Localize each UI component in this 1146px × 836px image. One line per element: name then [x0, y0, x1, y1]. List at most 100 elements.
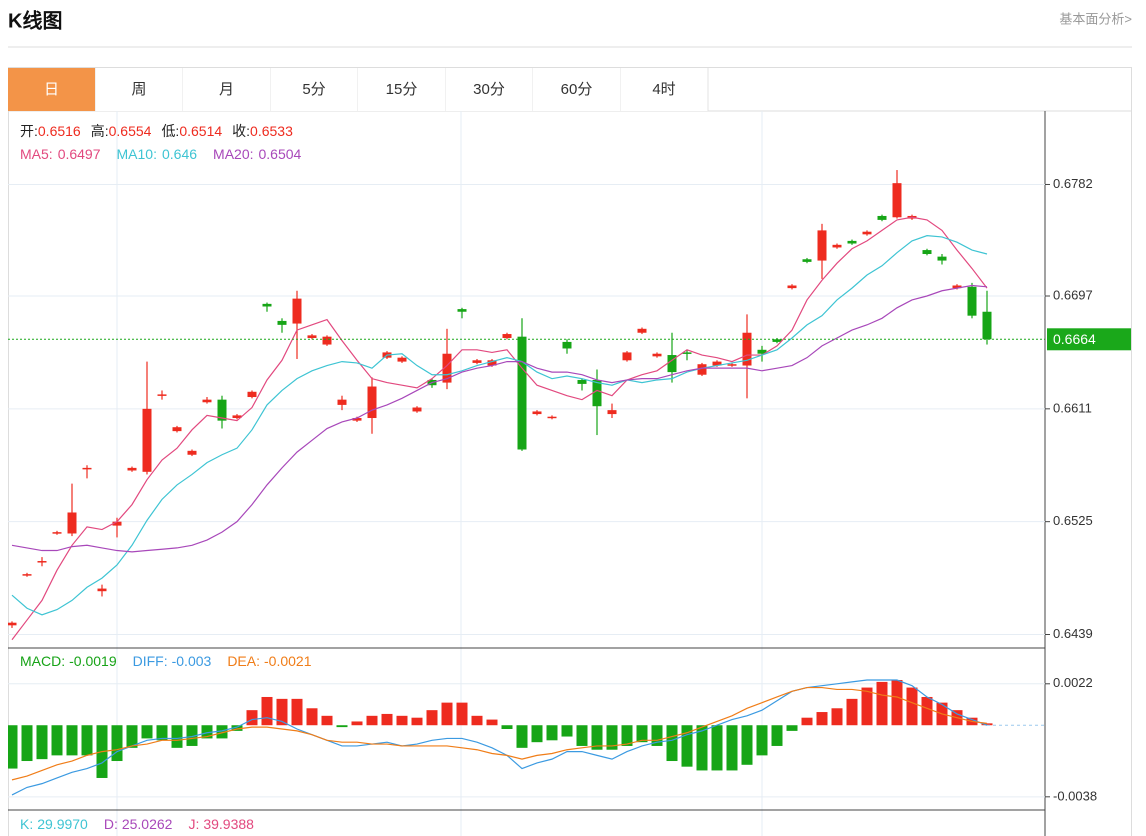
candle-body [847, 240, 857, 244]
y-tick-label: -0.0038 [1053, 788, 1097, 803]
macd-bar [501, 725, 513, 729]
candle-body [787, 285, 797, 289]
ma-line [11, 235, 988, 616]
tab-label[interactable]: 4时 [652, 81, 675, 98]
macd-bar [351, 721, 363, 726]
tab[interactable] [183, 68, 270, 111]
candle-body [742, 332, 752, 366]
candle-body [622, 352, 632, 361]
macd-bar [81, 725, 93, 756]
macd-bar [486, 719, 498, 726]
page-title: K线图 [8, 8, 62, 32]
ohlc-label: 开: [20, 123, 38, 139]
tab-label[interactable]: 30分 [473, 81, 505, 98]
legend-value: 0.646 [162, 146, 197, 162]
candle-body [112, 521, 122, 526]
macd-bar [51, 725, 63, 756]
candle-body [922, 250, 932, 255]
macd-bar [831, 708, 843, 726]
macd-bar [816, 712, 828, 726]
macd-bar [906, 687, 918, 726]
ma-line [11, 216, 988, 641]
macd-bar [156, 725, 168, 741]
legend-name: MA5: [20, 146, 53, 162]
candle-body [862, 231, 872, 235]
candle-body [52, 532, 62, 534]
tab-label[interactable]: 日 [44, 81, 59, 98]
tab[interactable] [270, 68, 358, 111]
macd-bar [561, 725, 573, 737]
legend-value: 29.9970 [37, 816, 88, 832]
tab-label[interactable]: 周 [131, 81, 146, 98]
macd-bar [651, 725, 663, 746]
candle-body [937, 256, 947, 261]
tab-label[interactable]: 60分 [561, 81, 593, 98]
candle-body [772, 339, 782, 342]
macd-bar [126, 725, 138, 748]
plot-area [8, 170, 1045, 641]
legend-name: MACD: [20, 653, 65, 669]
macd-bar [756, 725, 768, 756]
macd-bar [636, 725, 648, 743]
legend-name: MA10: [117, 146, 157, 162]
macd-bar [336, 725, 348, 728]
ohlc-label: 低: [161, 123, 179, 139]
macd-bar [696, 725, 708, 771]
candle-body [307, 335, 317, 338]
legend-name: MA20: [213, 146, 253, 162]
legend-value: 0.6497 [58, 146, 101, 162]
tab-label[interactable]: 月 [219, 81, 234, 98]
candle-body [892, 183, 902, 218]
ma-line [11, 284, 988, 553]
macd-bar [21, 725, 33, 762]
candle-body [127, 467, 137, 471]
tab[interactable] [95, 68, 183, 111]
ohlc-value: 0.6554 [109, 123, 152, 139]
macd-bar [531, 725, 543, 743]
tab[interactable] [358, 68, 445, 111]
candle-body [262, 303, 272, 307]
macd-bar [396, 715, 408, 726]
candle-body [8, 622, 17, 626]
macd-line [11, 686, 988, 781]
macd-bar [981, 723, 993, 726]
fundamental-link[interactable]: 基本面分析> [1059, 11, 1132, 26]
macd-bar [846, 698, 858, 726]
macd-bar [891, 680, 903, 726]
tab[interactable] [8, 68, 95, 111]
tab-label[interactable]: 5分 [302, 81, 325, 98]
candle-body [607, 410, 617, 415]
candle-body [442, 353, 452, 383]
candle-body [652, 353, 662, 357]
macd-bar [681, 725, 693, 767]
candle-body [832, 244, 842, 248]
ohlc-value: 0.6514 [179, 123, 222, 139]
ma-legend: MA5: 0.6497 MA10: 0.646 MA20: 0.6504 [20, 146, 302, 162]
legend-value: -0.0021 [264, 653, 312, 669]
tab-bar: 日 周 月 5分 15分 30分 60分 4时 [8, 68, 709, 111]
candle-body [82, 467, 92, 470]
candle-body [457, 309, 467, 312]
macd-bar [546, 725, 558, 741]
macd-bar [771, 725, 783, 746]
candle-body [22, 574, 32, 576]
kdj-legend: K: 29.9970 D: 25.0262 J: 39.9388 [20, 816, 254, 832]
legend-name: K: [20, 816, 33, 832]
tab-label[interactable]: 15分 [386, 81, 418, 98]
legend-value: -0.003 [172, 653, 212, 669]
tab[interactable] [620, 68, 708, 111]
macd-bar [876, 681, 888, 726]
candle-body [142, 408, 152, 472]
macd-bar [276, 698, 288, 726]
legend-value: 39.9388 [203, 816, 254, 832]
tab[interactable] [533, 68, 620, 111]
candle-body [547, 416, 557, 419]
tab[interactable] [445, 68, 533, 111]
candle-body [472, 360, 482, 363]
macd-bar [711, 725, 723, 771]
macd-bar [441, 702, 453, 726]
candle-body [277, 320, 287, 325]
candle-body [982, 311, 992, 340]
candle-body [97, 588, 107, 592]
